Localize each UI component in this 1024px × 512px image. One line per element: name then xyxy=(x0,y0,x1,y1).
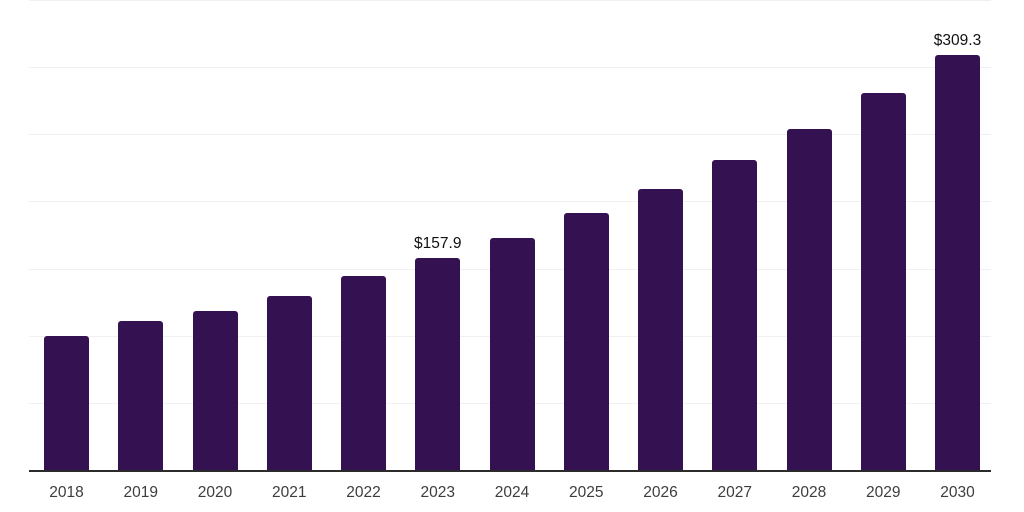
bar-2020 xyxy=(192,311,238,470)
x-tick-label-2022: 2022 xyxy=(346,484,381,501)
x-tick-label-2028: 2028 xyxy=(791,484,827,501)
x-tick-label-2019: 2019 xyxy=(123,484,158,501)
x-tick-label-2029: 2029 xyxy=(866,484,901,501)
bar-2030 xyxy=(935,54,980,470)
x-tick-label-2023: 2023 xyxy=(420,484,455,501)
x-axis-line xyxy=(29,470,991,472)
x-tick-label-2024: 2024 xyxy=(494,484,530,501)
bar-2026 xyxy=(638,188,683,470)
x-tick-label-2021: 2021 xyxy=(272,484,307,501)
x-tick-label-2018: 2018 xyxy=(49,484,84,501)
gridline xyxy=(29,67,991,69)
gridline xyxy=(29,0,991,1)
bar-2024 xyxy=(489,237,535,470)
x-tick-label-2025: 2025 xyxy=(569,484,604,501)
bar-2023 xyxy=(415,257,461,470)
bar-2018 xyxy=(44,336,89,470)
bar-value-label: $157.9 xyxy=(414,234,462,252)
bar-2029 xyxy=(860,93,906,470)
bar-2022 xyxy=(341,275,386,470)
x-tick-label-2020: 2020 xyxy=(197,484,233,501)
bar-2019 xyxy=(118,320,164,470)
gridline xyxy=(29,201,991,203)
x-tick-label-2027: 2027 xyxy=(717,484,752,501)
x-tick-label-2026: 2026 xyxy=(643,484,678,501)
bar-2027 xyxy=(712,159,758,470)
bar-value-label: $309.3 xyxy=(933,31,982,49)
x-tick-label-2030: 2030 xyxy=(940,484,975,501)
bar-2025 xyxy=(563,212,609,470)
bar-2028 xyxy=(786,128,832,470)
gridline xyxy=(29,134,991,136)
bar-2021 xyxy=(266,295,312,470)
